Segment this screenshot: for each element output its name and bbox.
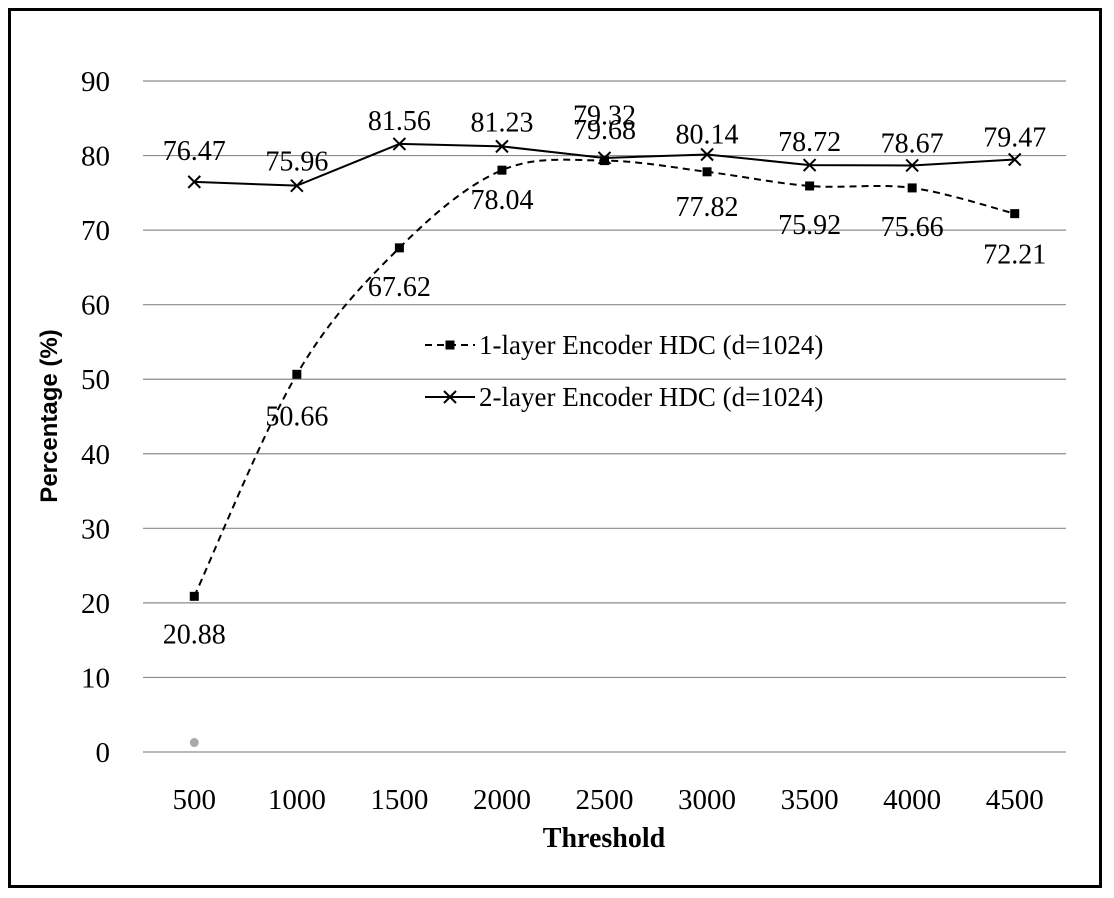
data-point-marker bbox=[600, 156, 609, 166]
data-label: 80.14 bbox=[676, 120, 739, 151]
x-tick-label: 4000 bbox=[883, 784, 941, 816]
data-point-marker bbox=[497, 165, 507, 175]
data-point-marker bbox=[805, 181, 815, 191]
data-label: 67.62 bbox=[368, 272, 431, 303]
legend-label: 2-layer Encoder HDC (d=1024) bbox=[479, 382, 823, 412]
data-label: 75.92 bbox=[778, 210, 841, 241]
data-point-marker bbox=[907, 183, 917, 193]
data-label: 79.47 bbox=[983, 123, 1046, 154]
data-label: 75.66 bbox=[881, 212, 944, 243]
legend-marker bbox=[443, 390, 457, 404]
x-axis-title: Threshold bbox=[543, 823, 666, 854]
legend-label: 1-layer Encoder HDC (d=1024) bbox=[479, 330, 823, 360]
y-axis-ticks: 0 10 20 30 40 50 60 70 80 90 bbox=[81, 66, 110, 769]
data-point-marker bbox=[597, 151, 612, 165]
y-tick-label: 50 bbox=[81, 364, 110, 396]
x-tick-label: 3000 bbox=[678, 784, 736, 816]
x-tick-label: 2500 bbox=[576, 784, 634, 816]
data-label: 76.47 bbox=[163, 136, 226, 167]
x-tick-label: 3500 bbox=[781, 784, 839, 816]
data-point-marker bbox=[189, 591, 199, 601]
data-point-marker bbox=[290, 178, 304, 193]
data-point-marker bbox=[187, 175, 201, 189]
x-tick-label: 4500 bbox=[986, 784, 1044, 816]
data-point-marker bbox=[1010, 209, 1020, 219]
data-label: 78.67 bbox=[881, 128, 944, 159]
data-labels: 20.88 50.66 67.62 78.04 79.32 77.82 75.92 75.66… bbox=[163, 101, 1046, 651]
y-tick-label: 60 bbox=[81, 290, 110, 322]
data-label: 78.72 bbox=[778, 127, 841, 158]
data-label: 78.04 bbox=[470, 185, 533, 216]
data-point-marker bbox=[905, 158, 919, 173]
series-layer bbox=[187, 137, 1022, 748]
data-label: 77.82 bbox=[676, 192, 739, 223]
x-tick-label: 500 bbox=[173, 784, 217, 816]
y-tick-label: 0 bbox=[96, 737, 111, 769]
data-label: 20.88 bbox=[163, 619, 226, 650]
y-axis-title: Percentage (%) bbox=[36, 329, 63, 502]
data-label: 50.66 bbox=[265, 401, 328, 432]
data-label: 81.56 bbox=[368, 106, 431, 137]
y-tick-label: 70 bbox=[81, 215, 110, 247]
x-axis-ticks: 500 1000 1500 2000 2500 3000 3500 4000 4500 bbox=[173, 784, 1044, 816]
legend-marker bbox=[445, 340, 455, 350]
data-point-marker bbox=[495, 139, 509, 154]
y-tick-label: 40 bbox=[81, 439, 110, 471]
data-point-marker bbox=[394, 243, 404, 253]
y-tick-label: 20 bbox=[81, 588, 110, 620]
data-label: 72.21 bbox=[983, 240, 1046, 271]
data-label: 79.32 bbox=[573, 101, 636, 132]
x-tick-label: 1500 bbox=[370, 784, 428, 816]
y-tick-label: 10 bbox=[81, 662, 110, 694]
data-label: 79.68 bbox=[573, 115, 636, 146]
stray-point bbox=[189, 738, 199, 748]
legend: 1-layer Encoder HDC (d=1024) 2-layer Enco… bbox=[425, 330, 823, 412]
gridlines bbox=[143, 80, 1066, 753]
data-point-marker bbox=[702, 167, 712, 177]
x-tick-label: 2000 bbox=[473, 784, 531, 816]
data-point-marker bbox=[700, 147, 714, 162]
y-tick-label: 80 bbox=[81, 141, 110, 173]
data-point-marker bbox=[292, 369, 302, 379]
data-point-marker bbox=[802, 158, 817, 172]
data-point-marker bbox=[392, 137, 407, 151]
y-tick-label: 90 bbox=[81, 66, 110, 98]
data-label: 75.96 bbox=[265, 147, 328, 178]
data-label: 81.23 bbox=[470, 107, 533, 138]
y-tick-label: 30 bbox=[81, 513, 110, 545]
x-tick-label: 1000 bbox=[268, 784, 326, 816]
data-point-marker bbox=[1008, 152, 1022, 167]
